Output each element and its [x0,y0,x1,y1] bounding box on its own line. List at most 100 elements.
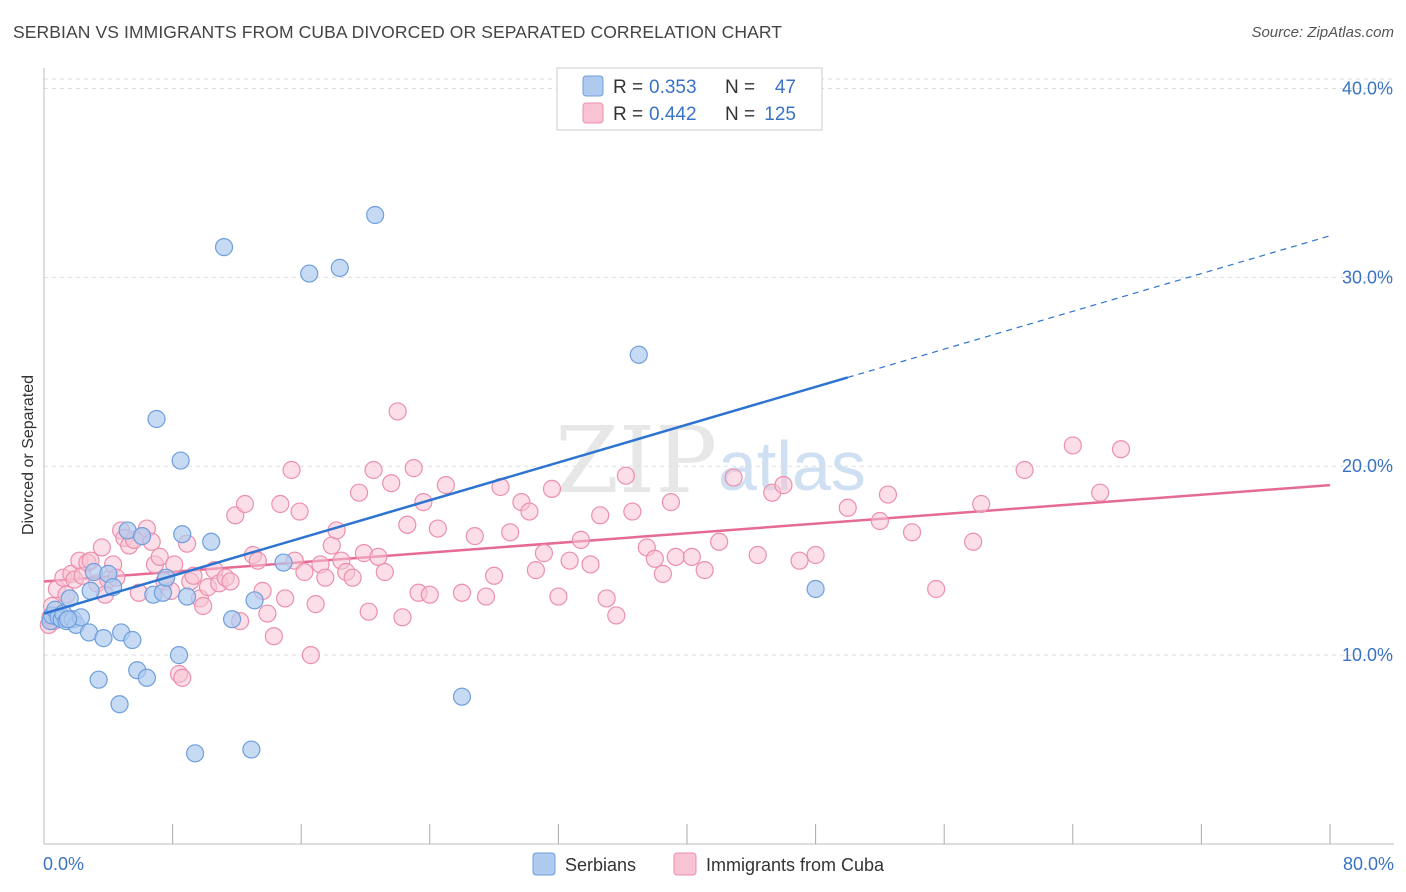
cuba-point-71 [364,460,383,480]
cuba-point-34 [173,668,192,687]
cuba-point-74 [382,474,401,493]
serbians-point-26 [153,583,173,602]
cuba-point-63 [322,536,341,555]
cuba-point-100 [597,589,616,608]
serbians-point-40 [330,258,349,277]
cuba-point-115 [774,476,793,495]
serbians-point-30 [173,525,192,544]
cuba-point-101 [607,606,626,625]
serbians-point-33 [202,532,221,551]
y-axis-label: Divorced or Separated [20,375,37,535]
cuba-point-96 [560,551,579,570]
cuba-point-123 [964,532,983,551]
y-tick-label-0: 10.0% [1342,645,1393,665]
legend-r-label-cuba: R = [613,104,643,125]
bottom-legend: Serbians Immigrants from Cuba [532,852,885,876]
y-tick-label-3: 40.0% [1342,78,1393,98]
serbians-point-28 [169,646,189,665]
cuba-point-44 [221,572,240,591]
cuba-point-86 [476,587,496,606]
cuba-point-118 [838,498,857,517]
cuba-point-93 [534,544,554,563]
serbians-point-31 [177,587,197,606]
cuba-point-126 [1063,436,1082,455]
cuba-point-95 [549,587,568,606]
cuba-point-78 [404,459,423,478]
cuba-point-120 [878,485,898,504]
cuba-point-57 [290,502,309,521]
serbians-point-36 [242,740,261,759]
x-tick-label-min: 0.0% [43,854,84,874]
serbians-point-22 [132,527,152,546]
cuba-point-103 [623,502,642,521]
legend-n-value-cuba: 125 [764,104,796,125]
cuba-point-60 [306,595,325,614]
cuba-point-85 [465,527,484,546]
serbians-point-44 [806,579,825,599]
cuba-point-119 [870,511,890,531]
legend-n-label-cuba: N = [725,104,755,125]
top-legend: R = 0.353 N = 47 R = 0.442 N = 125 [556,67,823,131]
axes [43,68,1394,845]
serbians-point-38 [274,553,293,572]
serbians-trendline-extension [847,235,1331,379]
y-tick-labels: 10.0% 20.0% 30.0% 40.0% [1342,78,1393,665]
cuba-point-121 [902,523,922,542]
serbians-point-43 [629,345,648,364]
cuba-point-125 [1015,460,1034,480]
cuba-point-83 [436,476,455,495]
cuba-point-124 [972,494,991,514]
serbians-point-37 [245,591,264,610]
cuba-point-91 [520,502,539,521]
serbians-points [41,205,825,763]
serbians-point-34 [214,238,234,257]
cuba-point-59 [301,646,320,665]
serbians-point-39 [300,264,319,283]
bottom-legend-label-cuba: Immigrants from Cuba [706,855,885,875]
cuba-point-89 [501,523,520,542]
serbians-point-25 [147,409,166,429]
cuba-point-111 [710,532,729,551]
cuba-point-94 [542,479,562,498]
y-tick-label-2: 30.0% [1342,267,1393,287]
cuba-point-53 [271,494,290,514]
cuba-point-109 [682,547,701,566]
cuba-point-99 [591,506,610,525]
cuba-point-39 [194,596,213,616]
serbians-point-17 [110,695,129,714]
cuba-point-116 [790,551,809,570]
cuba-point-51 [258,604,277,623]
cuba-point-82 [428,519,447,538]
serbians-point-32 [186,744,205,763]
serbians-point-29 [171,451,190,470]
serbians-point-41 [366,205,385,225]
legend-r-value-cuba: 0.442 [649,104,697,125]
cuba-point-117 [806,545,825,565]
cuba-point-128 [1111,440,1131,459]
watermark: ZIP atlas [555,407,866,514]
cuba-point-75 [388,402,407,421]
serbians-trendline [43,376,849,615]
cuba-point-105 [645,549,664,568]
cuba-point-68 [349,483,369,502]
cuba-point-72 [369,547,388,566]
cuba-point-32 [165,555,184,574]
legend-r-value-serbians: 0.353 [649,77,697,98]
cuba-point-81 [420,585,439,604]
cuba-point-122 [927,579,946,599]
legend-r-label-serbians: R = [613,77,643,98]
serbians-point-46 [59,610,78,629]
cuba-point-67 [343,568,362,587]
x-tick-label-max: 80.0% [1343,854,1394,874]
serbians-point-23 [137,668,156,687]
source-label: Source: ZipAtlas.com [1251,24,1394,41]
legend-n-value-serbians: 47 [775,77,796,98]
cuba-point-108 [666,547,685,566]
cuba-point-92 [526,561,545,580]
cuba-point-113 [748,545,767,565]
serbians-point-42 [452,687,472,706]
cuba-point-127 [1091,483,1110,502]
y-tick-label-1: 20.0% [1342,456,1393,476]
cuba-point-84 [452,583,472,602]
